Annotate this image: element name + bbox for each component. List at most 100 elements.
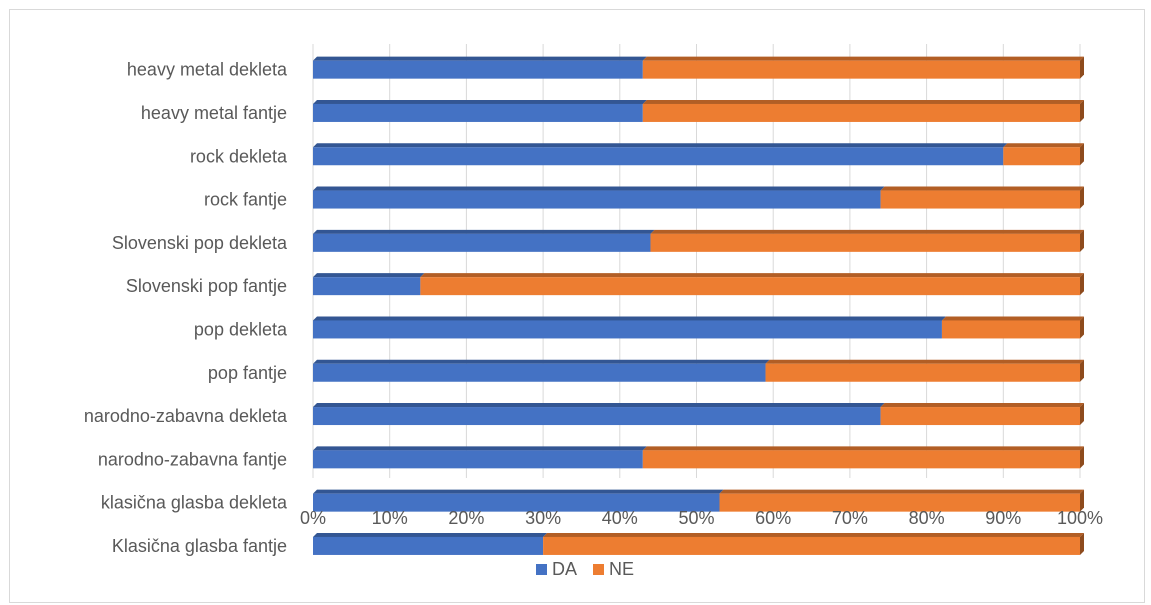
bar-da-10 xyxy=(313,489,724,512)
bar-top-face xyxy=(642,56,1084,61)
bar-top-face xyxy=(650,229,1084,234)
bar-top-face xyxy=(1003,143,1084,148)
category-label: pop fantje xyxy=(208,363,287,383)
bar-top-face xyxy=(543,532,1084,537)
bar-front-face xyxy=(313,450,643,469)
bar-side-face xyxy=(1080,532,1084,555)
bar-da-3 xyxy=(313,186,885,209)
category-label: rock fantje xyxy=(204,190,287,210)
legend-item-ne: NE xyxy=(593,559,634,579)
bar-front-face xyxy=(313,190,881,209)
category-label: Slovenski pop dekleta xyxy=(112,233,288,253)
bar-top-face xyxy=(420,273,1084,278)
x-tick-label: 40% xyxy=(602,508,638,528)
x-tick-labels: 0% 10% 20% 30% 40% 50% 60% 70% 80% 90% 100% xyxy=(300,508,1103,528)
bar-side-face xyxy=(1080,489,1084,512)
bar-side-face xyxy=(1080,273,1084,296)
bar-front-face xyxy=(650,233,1080,252)
bar-front-face xyxy=(313,536,544,555)
category-label: klasična glasba dekleta xyxy=(101,493,288,513)
bar-top-face xyxy=(765,359,1084,364)
x-tick-label: 10% xyxy=(372,508,408,528)
bar-front-face xyxy=(313,320,942,339)
x-tick-label: 70% xyxy=(832,508,868,528)
bar-front-face xyxy=(543,536,1080,555)
bar-front-face xyxy=(642,450,1080,469)
bar-side-face xyxy=(1080,99,1084,122)
bar-ne-6 xyxy=(941,316,1084,339)
category-label: narodno-zabavna dekleta xyxy=(84,406,288,426)
bar-front-face xyxy=(719,493,1080,512)
bar-side-face xyxy=(1080,229,1084,252)
bar-ne-4 xyxy=(650,229,1084,252)
bar-front-face xyxy=(313,233,651,252)
legend-swatch xyxy=(536,564,547,575)
bar-side-face xyxy=(1080,403,1084,426)
bar-top-face xyxy=(313,186,885,191)
bar-front-face xyxy=(313,147,1004,166)
category-label: heavy metal dekleta xyxy=(127,60,288,80)
bar-da-1 xyxy=(313,99,647,122)
bar-da-7 xyxy=(313,359,770,382)
bar-top-face xyxy=(313,532,548,537)
bar-top-face xyxy=(313,99,647,104)
bar-top-face xyxy=(313,56,647,61)
bar-side-face xyxy=(1080,56,1084,79)
bar-top-face xyxy=(313,446,647,451)
bar-top-face xyxy=(313,229,655,234)
x-tick-label: 30% xyxy=(525,508,561,528)
bar-ne-10 xyxy=(719,489,1084,512)
bar-da-11 xyxy=(313,532,548,555)
bar-side-face xyxy=(1080,359,1084,382)
bar-front-face xyxy=(642,60,1080,79)
bar-da-2 xyxy=(313,143,1008,166)
bar-ne-8 xyxy=(880,403,1084,426)
bar-front-face xyxy=(765,363,1080,382)
x-tick-label: 50% xyxy=(678,508,714,528)
bar-ne-0 xyxy=(642,56,1084,79)
category-label: Slovenski pop fantje xyxy=(126,276,287,296)
bar-front-face xyxy=(313,103,643,122)
category-labels: heavy metal dekleta heavy metal fantje roc… xyxy=(84,60,288,556)
bar-side-face xyxy=(1080,446,1084,469)
bar-da-5 xyxy=(313,273,425,296)
x-tick-label: 90% xyxy=(985,508,1021,528)
bar-ne-7 xyxy=(765,359,1084,382)
bar-ne-11 xyxy=(543,532,1084,555)
bar-ne-3 xyxy=(880,186,1084,209)
x-tick-label: 100% xyxy=(1057,508,1103,528)
bar-front-face xyxy=(313,277,421,296)
legend-label: DA xyxy=(552,559,577,579)
bar-top-face xyxy=(313,273,425,278)
bar-top-face xyxy=(313,403,885,408)
x-tick-label: 0% xyxy=(300,508,326,528)
bar-top-face xyxy=(313,143,1008,148)
category-label: rock dekleta xyxy=(190,146,288,166)
bar-top-face xyxy=(880,403,1084,408)
bar-da-6 xyxy=(313,316,946,339)
bar-front-face xyxy=(880,407,1080,426)
bar-side-face xyxy=(1080,186,1084,209)
x-tick-label: 20% xyxy=(448,508,484,528)
bars xyxy=(313,56,1084,555)
bar-da-0 xyxy=(313,56,647,79)
bar-ne-9 xyxy=(642,446,1084,469)
legend: DA NE xyxy=(536,559,634,579)
bar-ne-5 xyxy=(420,273,1084,296)
legend-item-da: DA xyxy=(536,559,577,579)
bar-top-face xyxy=(313,489,724,494)
bar-front-face xyxy=(880,190,1080,209)
bar-top-face xyxy=(642,99,1084,104)
bar-front-face xyxy=(420,277,1080,296)
bar-top-face xyxy=(313,359,770,364)
bar-front-face xyxy=(1003,147,1080,166)
category-label: pop dekleta xyxy=(194,319,288,339)
bar-front-face xyxy=(313,493,720,512)
bar-top-face xyxy=(941,316,1084,321)
bar-front-face xyxy=(941,320,1080,339)
bar-front-face xyxy=(313,407,881,426)
category-label: heavy metal fantje xyxy=(141,103,287,123)
legend-swatch xyxy=(593,564,604,575)
bar-da-9 xyxy=(313,446,647,469)
